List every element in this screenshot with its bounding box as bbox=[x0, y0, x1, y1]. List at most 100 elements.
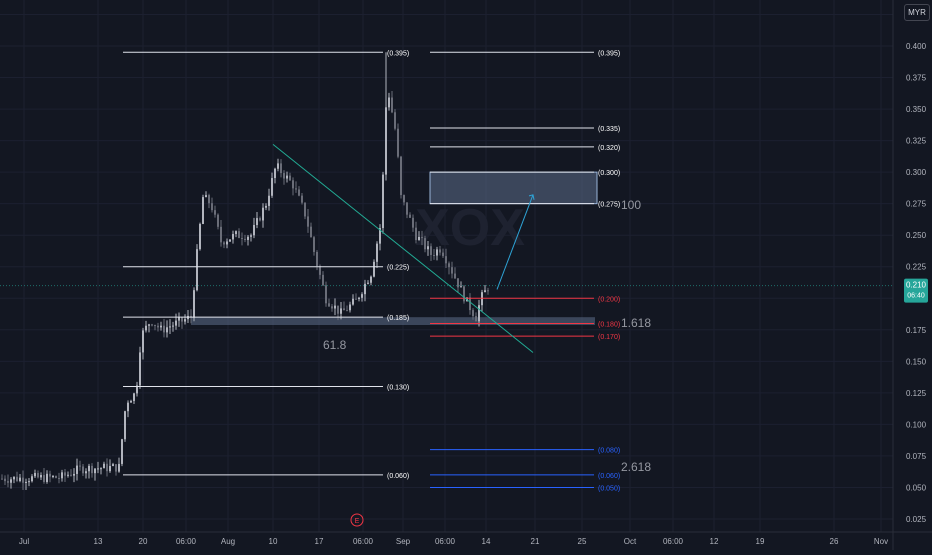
candle-body bbox=[406, 202, 408, 215]
candle-body bbox=[286, 175, 288, 179]
candle-body bbox=[472, 310, 474, 317]
candle-body bbox=[448, 263, 450, 268]
x-tick-label: 20 bbox=[139, 537, 148, 546]
candle-body bbox=[409, 214, 411, 218]
candle-body bbox=[4, 478, 6, 482]
candle-body bbox=[307, 216, 309, 227]
trendline bbox=[272, 143, 534, 353]
x-tick-label: Oct bbox=[624, 537, 637, 546]
fib-annotation: 2.618 bbox=[621, 460, 651, 474]
candle-body bbox=[67, 474, 69, 476]
candle-body bbox=[487, 290, 489, 292]
candle-body bbox=[454, 273, 456, 279]
currency-badge[interactable]: MYR bbox=[904, 4, 930, 21]
y-tick-label: 0.375 bbox=[906, 74, 927, 83]
demand-zone bbox=[191, 317, 595, 326]
x-tick-label: 13 bbox=[94, 537, 103, 546]
candle-body bbox=[256, 218, 258, 225]
candle-body bbox=[19, 477, 21, 481]
arrow-head-icon bbox=[528, 194, 535, 200]
candle-body bbox=[325, 285, 327, 304]
candle-body bbox=[184, 319, 186, 322]
candle-body bbox=[157, 325, 159, 328]
candle-body bbox=[16, 476, 18, 481]
level-label: (0.060) bbox=[387, 473, 409, 480]
fib-annotation: 61.8 bbox=[323, 338, 347, 352]
candle-body bbox=[34, 473, 36, 477]
x-tick-label: Sep bbox=[396, 537, 411, 546]
candle-body bbox=[229, 239, 231, 242]
candle-body bbox=[460, 286, 462, 288]
candle-body bbox=[478, 305, 480, 322]
candle-body bbox=[475, 316, 477, 322]
candle-body bbox=[289, 175, 291, 181]
candle-body bbox=[25, 481, 27, 483]
candle-body bbox=[424, 238, 426, 250]
candle-body bbox=[166, 327, 168, 333]
target-zone bbox=[429, 171, 598, 205]
candle-body bbox=[73, 473, 75, 476]
candle-body bbox=[178, 317, 180, 321]
candle-body bbox=[439, 249, 441, 253]
candle-body bbox=[58, 477, 60, 479]
y-tick-label: 0.325 bbox=[906, 137, 927, 146]
candle-body bbox=[391, 97, 393, 113]
candle-body bbox=[148, 324, 150, 326]
y-tick-label: 0.025 bbox=[906, 515, 927, 524]
x-tick-label: 12 bbox=[710, 537, 719, 546]
candle-body bbox=[235, 231, 237, 235]
current-price-badge bbox=[904, 278, 928, 303]
candle-body bbox=[196, 249, 198, 291]
candle-body bbox=[301, 195, 303, 203]
projection-arrow bbox=[496, 194, 534, 290]
candle-body bbox=[70, 474, 72, 476]
candle-body bbox=[445, 256, 447, 264]
candle-body bbox=[40, 475, 42, 478]
x-tick-label: 14 bbox=[482, 537, 491, 546]
candle-body bbox=[160, 325, 162, 328]
candle-body bbox=[1, 478, 3, 480]
x-tick-label: 06:00 bbox=[663, 537, 684, 546]
candle-body bbox=[136, 385, 138, 394]
fib-level-label: (0.300) bbox=[598, 170, 620, 177]
candle-body bbox=[46, 473, 48, 482]
candle-body bbox=[37, 473, 39, 478]
candle-body bbox=[52, 476, 54, 478]
candle-body bbox=[13, 476, 15, 480]
candle-body bbox=[346, 310, 348, 312]
candle-body bbox=[298, 189, 300, 196]
candle-body bbox=[115, 464, 117, 472]
candle-body bbox=[259, 218, 261, 221]
level-label: (0.395) bbox=[387, 50, 409, 57]
candle-body bbox=[28, 481, 30, 483]
y-tick-label: 0.125 bbox=[906, 389, 927, 398]
y-tick-label: 0.400 bbox=[906, 42, 927, 51]
candle-body bbox=[22, 477, 24, 483]
candle-body bbox=[169, 326, 171, 328]
candle-body bbox=[109, 465, 111, 472]
candle-body bbox=[139, 352, 141, 386]
y-tick-label: 0.300 bbox=[906, 168, 927, 177]
candle-body bbox=[376, 243, 378, 262]
candle-body bbox=[400, 156, 402, 196]
y-tick-label: 0.350 bbox=[906, 105, 927, 114]
x-tick-label: 06:00 bbox=[353, 537, 374, 546]
candle-body bbox=[277, 163, 279, 169]
candle-body bbox=[181, 317, 183, 322]
level-label: (0.185) bbox=[387, 315, 409, 322]
candle-body bbox=[172, 325, 174, 327]
candle-body bbox=[403, 195, 405, 203]
candle-body bbox=[316, 251, 318, 267]
candle-body bbox=[310, 226, 312, 238]
candle-body bbox=[244, 238, 246, 240]
candle-body bbox=[427, 246, 429, 250]
candle-body bbox=[469, 297, 471, 311]
candle-body bbox=[31, 476, 33, 482]
candle-body bbox=[457, 278, 459, 288]
candle-body bbox=[94, 468, 96, 474]
candle-body bbox=[130, 400, 132, 403]
candle-body bbox=[88, 465, 90, 472]
